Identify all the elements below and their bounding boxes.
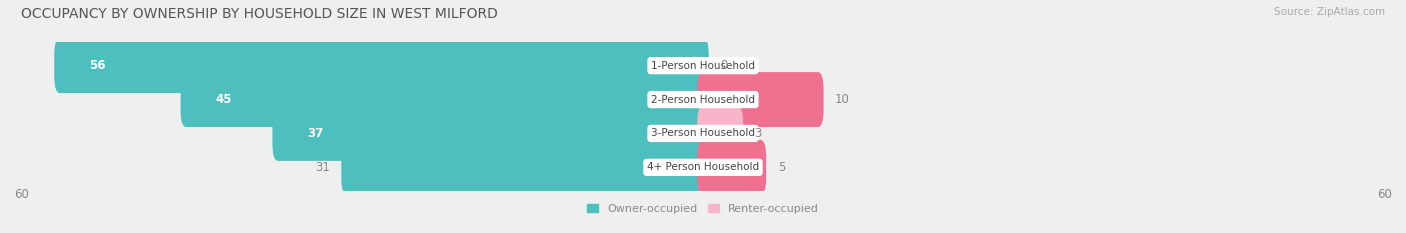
FancyBboxPatch shape <box>180 72 709 127</box>
FancyBboxPatch shape <box>0 71 1406 233</box>
Text: 10: 10 <box>835 93 849 106</box>
Text: 4+ Person Household: 4+ Person Household <box>647 162 759 172</box>
Text: 37: 37 <box>307 127 323 140</box>
Text: 0: 0 <box>720 59 727 72</box>
FancyBboxPatch shape <box>697 72 824 127</box>
Text: 60: 60 <box>1376 188 1392 201</box>
FancyBboxPatch shape <box>697 106 744 161</box>
FancyBboxPatch shape <box>697 140 766 195</box>
Text: 56: 56 <box>89 59 105 72</box>
FancyBboxPatch shape <box>342 140 709 195</box>
FancyBboxPatch shape <box>0 3 1406 196</box>
Text: OCCUPANCY BY OWNERSHIP BY HOUSEHOLD SIZE IN WEST MILFORD: OCCUPANCY BY OWNERSHIP BY HOUSEHOLD SIZE… <box>21 7 498 21</box>
Text: 1-Person Household: 1-Person Household <box>651 61 755 71</box>
Text: Source: ZipAtlas.com: Source: ZipAtlas.com <box>1274 7 1385 17</box>
Text: 3: 3 <box>755 127 762 140</box>
FancyBboxPatch shape <box>55 38 709 93</box>
Legend: Owner-occupied, Renter-occupied: Owner-occupied, Renter-occupied <box>582 199 824 218</box>
Text: 5: 5 <box>778 161 785 174</box>
Text: 31: 31 <box>315 161 330 174</box>
FancyBboxPatch shape <box>0 0 1406 162</box>
FancyBboxPatch shape <box>0 37 1406 230</box>
Text: 3-Person Household: 3-Person Household <box>651 128 755 138</box>
Text: 2-Person Household: 2-Person Household <box>651 95 755 105</box>
Text: 60: 60 <box>14 188 30 201</box>
Text: 45: 45 <box>215 93 232 106</box>
FancyBboxPatch shape <box>273 106 709 161</box>
